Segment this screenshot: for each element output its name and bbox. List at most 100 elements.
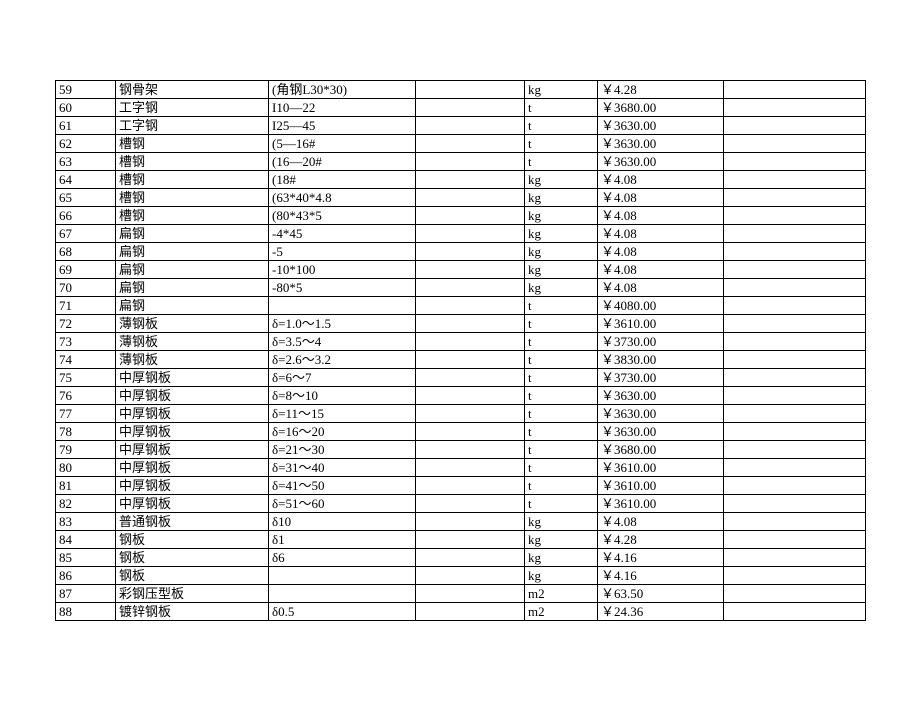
seq-cell: 73 (56, 333, 116, 351)
spec-cell: -80*5 (269, 279, 416, 297)
blank-cell (416, 171, 525, 189)
seq-cell: 76 (56, 387, 116, 405)
blank-cell (416, 387, 525, 405)
name-cell: 中厚钢板 (116, 387, 269, 405)
blank-cell (416, 405, 525, 423)
spec-cell: (80*43*5 (269, 207, 416, 225)
spec-cell (269, 567, 416, 585)
blank-cell (416, 459, 525, 477)
table-row: 76中厚钢板δ=8～10t￥3630.00 (56, 387, 866, 405)
seq-cell: 69 (56, 261, 116, 279)
price-cell: ￥24.36 (598, 603, 724, 621)
spec-cell: δ1 (269, 531, 416, 549)
blank-cell (416, 567, 525, 585)
price-cell: ￥3630.00 (598, 423, 724, 441)
seq-cell: 65 (56, 189, 116, 207)
unit-cell: kg (525, 243, 598, 261)
name-cell: 槽钢 (116, 207, 269, 225)
spec-cell: -5 (269, 243, 416, 261)
unit-cell: kg (525, 513, 598, 531)
name-cell: 中厚钢板 (116, 405, 269, 423)
blank-cell (724, 603, 866, 621)
spec-cell: δ=3.5～4 (269, 333, 416, 351)
blank-cell (724, 585, 866, 603)
blank-cell (724, 99, 866, 117)
name-cell: 中厚钢板 (116, 423, 269, 441)
name-cell: 中厚钢板 (116, 369, 269, 387)
name-cell: 中厚钢板 (116, 459, 269, 477)
blank-cell (724, 117, 866, 135)
table-row: 70扁钢-80*5kg￥4.08 (56, 279, 866, 297)
blank-cell (416, 99, 525, 117)
spec-cell: (63*40*4.8 (269, 189, 416, 207)
name-cell: 钢板 (116, 531, 269, 549)
seq-cell: 77 (56, 405, 116, 423)
price-cell: ￥4.08 (598, 225, 724, 243)
name-cell: 中厚钢板 (116, 477, 269, 495)
blank-cell (416, 279, 525, 297)
name-cell: 扁钢 (116, 279, 269, 297)
unit-cell: kg (525, 207, 598, 225)
name-cell: 槽钢 (116, 189, 269, 207)
table-row: 59钢骨架(角钢L30*30)kg￥4.28 (56, 81, 866, 99)
name-cell: 镀锌钢板 (116, 603, 269, 621)
table-row: 79中厚钢板δ=21～30t￥3680.00 (56, 441, 866, 459)
table-row: 69扁钢-10*100kg￥4.08 (56, 261, 866, 279)
seq-cell: 81 (56, 477, 116, 495)
blank-cell (724, 513, 866, 531)
table-row: 77中厚钢板δ=11～15t￥3630.00 (56, 405, 866, 423)
price-cell: ￥63.50 (598, 585, 724, 603)
blank-cell (416, 135, 525, 153)
price-cell: ￥4.16 (598, 567, 724, 585)
unit-cell: t (525, 117, 598, 135)
blank-cell (724, 189, 866, 207)
unit-cell: t (525, 351, 598, 369)
name-cell: 工字钢 (116, 117, 269, 135)
table-row: 71扁钢t￥4080.00 (56, 297, 866, 315)
blank-cell (416, 315, 525, 333)
blank-cell (724, 153, 866, 171)
table-row: 61工字钢I25—45t￥3630.00 (56, 117, 866, 135)
unit-cell: t (525, 387, 598, 405)
spec-cell: δ=11～15 (269, 405, 416, 423)
table-row: 74薄钢板δ=2.6～3.2t￥3830.00 (56, 351, 866, 369)
seq-cell: 63 (56, 153, 116, 171)
spec-cell: δ=6～7 (269, 369, 416, 387)
price-cell: ￥4.08 (598, 513, 724, 531)
seq-cell: 62 (56, 135, 116, 153)
price-cell: ￥3730.00 (598, 369, 724, 387)
spec-cell: (16—20# (269, 153, 416, 171)
unit-cell: kg (525, 81, 598, 99)
table-row: 80中厚钢板δ=31～40t￥3610.00 (56, 459, 866, 477)
blank-cell (724, 477, 866, 495)
blank-cell (724, 333, 866, 351)
price-cell: ￥3680.00 (598, 441, 724, 459)
seq-cell: 82 (56, 495, 116, 513)
price-cell: ￥3630.00 (598, 135, 724, 153)
seq-cell: 66 (56, 207, 116, 225)
spec-cell: I25—45 (269, 117, 416, 135)
price-cell: ￥4.08 (598, 207, 724, 225)
blank-cell (416, 495, 525, 513)
name-cell: 中厚钢板 (116, 495, 269, 513)
blank-cell (724, 441, 866, 459)
blank-cell (416, 423, 525, 441)
unit-cell: kg (525, 279, 598, 297)
name-cell: 扁钢 (116, 243, 269, 261)
spec-cell (269, 585, 416, 603)
spec-cell: δ=21～30 (269, 441, 416, 459)
seq-cell: 70 (56, 279, 116, 297)
unit-cell: t (525, 405, 598, 423)
spec-cell: δ=41～50 (269, 477, 416, 495)
seq-cell: 68 (56, 243, 116, 261)
blank-cell (724, 81, 866, 99)
unit-cell: t (525, 459, 598, 477)
blank-cell (724, 387, 866, 405)
blank-cell (416, 369, 525, 387)
price-cell: ￥3680.00 (598, 99, 724, 117)
blank-cell (416, 513, 525, 531)
blank-cell (724, 171, 866, 189)
table-row: 72薄钢板δ=1.0～1.5t￥3610.00 (56, 315, 866, 333)
price-cell: ￥4.08 (598, 189, 724, 207)
table-row: 67扁钢-4*45kg￥4.08 (56, 225, 866, 243)
